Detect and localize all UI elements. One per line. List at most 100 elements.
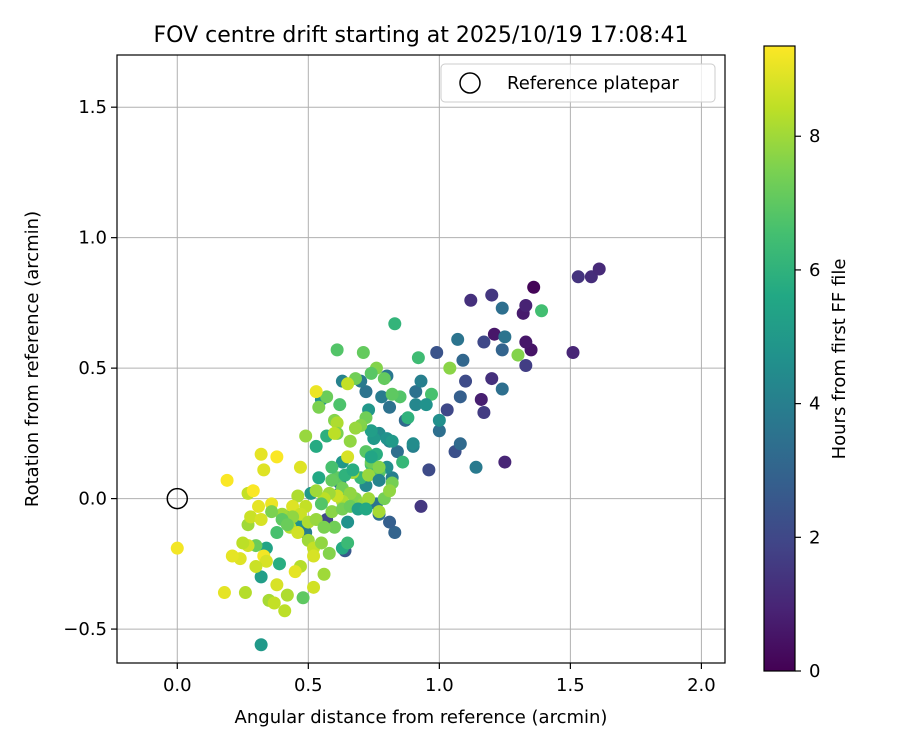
y-tick-label: 1.0 xyxy=(78,228,107,249)
data-point xyxy=(566,345,580,359)
data-point xyxy=(459,374,473,388)
colorbar: 0 2 4 6 8 Hours from first FF file xyxy=(763,45,850,682)
data-point xyxy=(309,385,323,399)
data-point xyxy=(406,437,420,451)
plot-frame xyxy=(116,54,726,664)
data-point xyxy=(409,385,423,399)
data-point xyxy=(322,546,336,560)
data-point xyxy=(362,492,376,506)
data-point xyxy=(495,382,509,396)
data-point xyxy=(314,497,328,511)
x-axis-label: Angular distance from reference (arcmin) xyxy=(235,707,608,728)
data-point xyxy=(385,387,399,401)
data-point xyxy=(419,398,433,412)
data-point xyxy=(485,288,499,302)
data-point xyxy=(314,536,328,550)
data-point xyxy=(372,460,386,474)
data-point xyxy=(451,332,465,346)
data-point xyxy=(372,473,386,487)
data-point xyxy=(453,437,467,451)
data-point xyxy=(170,541,184,555)
data-point xyxy=(495,343,509,357)
data-point xyxy=(259,554,273,568)
data-point xyxy=(372,505,386,519)
data-point xyxy=(254,512,268,526)
data-point xyxy=(325,460,339,474)
data-point xyxy=(511,348,525,362)
data-point xyxy=(246,484,260,498)
data-point xyxy=(535,304,549,318)
data-point xyxy=(346,463,360,477)
data-point xyxy=(424,387,438,401)
data-point xyxy=(238,586,252,600)
reference-platepar-marker xyxy=(166,487,189,510)
y-tick-label: 0.0 xyxy=(78,489,107,510)
data-point xyxy=(362,468,376,482)
x-axis-ticks: 0.0 0.5 1.0 1.5 2.0 xyxy=(163,663,716,696)
data-point xyxy=(328,520,342,534)
data-point xyxy=(272,557,286,571)
data-point xyxy=(364,450,378,464)
data-point xyxy=(385,434,399,448)
x-tick-label: 1.0 xyxy=(425,675,454,696)
data-point xyxy=(341,450,355,464)
data-point xyxy=(487,327,501,341)
x-tick-label: 0.0 xyxy=(163,675,192,696)
data-point xyxy=(291,489,305,503)
data-point xyxy=(252,499,266,513)
colorbar-tick-label: 4 xyxy=(809,394,820,415)
data-point xyxy=(443,361,457,375)
data-point xyxy=(519,299,533,313)
data-point xyxy=(307,580,321,594)
colorbar-tick-label: 0 xyxy=(809,661,820,682)
data-point xyxy=(312,471,326,485)
data-point xyxy=(388,526,402,540)
reference-marker-group xyxy=(166,487,189,510)
data-point xyxy=(359,385,373,399)
data-point xyxy=(469,460,483,474)
data-point xyxy=(270,578,284,592)
data-point xyxy=(317,520,331,534)
colorbar-tick-label: 2 xyxy=(809,527,820,548)
data-point xyxy=(291,526,305,540)
data-point xyxy=(396,455,410,469)
data-point xyxy=(270,526,284,540)
data-point xyxy=(375,390,389,404)
data-point xyxy=(217,586,231,600)
data-point xyxy=(477,335,491,349)
data-point xyxy=(519,359,533,373)
data-point xyxy=(414,374,428,388)
legend-label: Reference platepar xyxy=(507,73,679,94)
data-point xyxy=(348,421,362,435)
x-tick-label: 2.0 xyxy=(687,675,716,696)
colorbar-tick-label: 8 xyxy=(809,126,820,147)
x-tick-label: 1.5 xyxy=(556,675,585,696)
y-axis-label: Rotation from reference (arcmin) xyxy=(22,211,43,507)
data-point xyxy=(464,293,478,307)
data-point xyxy=(299,429,313,443)
data-point xyxy=(254,638,268,652)
data-point xyxy=(440,403,454,417)
data-point xyxy=(498,455,512,469)
y-tick-label: 0.5 xyxy=(78,358,107,379)
data-point xyxy=(325,505,339,519)
data-point xyxy=(330,416,344,430)
data-point xyxy=(422,463,436,477)
data-point xyxy=(498,330,512,344)
data-point xyxy=(278,604,292,618)
data-point xyxy=(383,515,397,529)
data-point xyxy=(364,424,378,438)
data-point xyxy=(356,345,370,359)
data-point xyxy=(364,366,378,380)
data-point xyxy=(257,463,271,477)
data-point xyxy=(270,450,284,464)
data-point xyxy=(377,372,391,386)
data-point xyxy=(320,390,334,404)
data-point xyxy=(519,335,533,349)
data-point xyxy=(388,317,402,331)
y-tick-label: −0.5 xyxy=(63,619,107,640)
colorbar-label: Hours from first FF file xyxy=(829,259,850,460)
data-point xyxy=(383,400,397,414)
data-point xyxy=(312,400,326,414)
